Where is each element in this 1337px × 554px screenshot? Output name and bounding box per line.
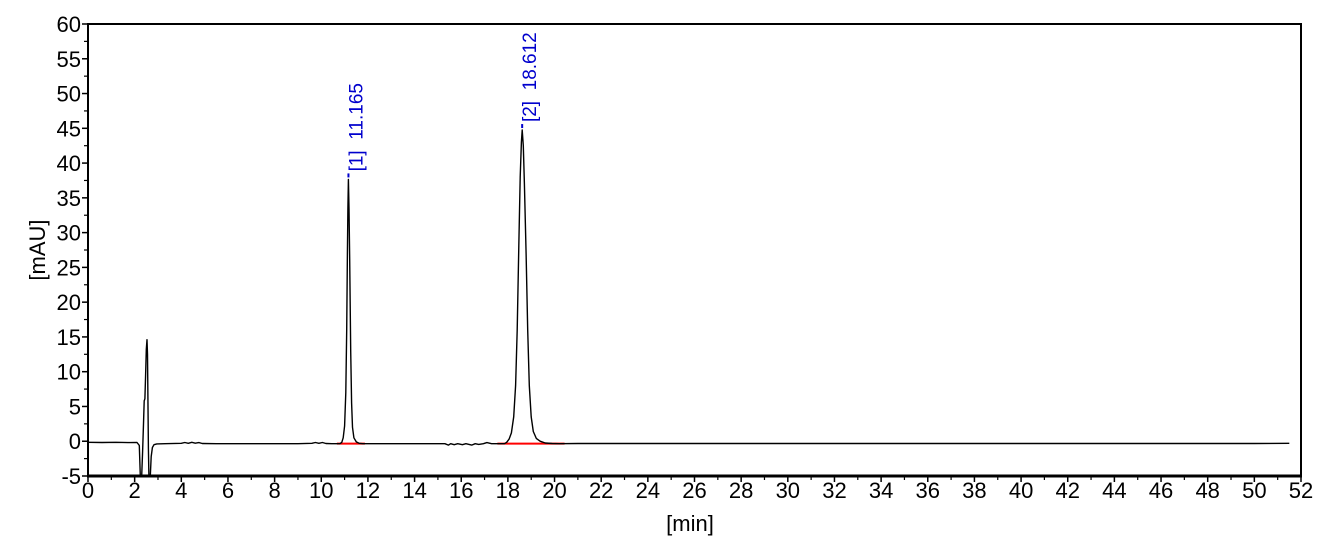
x-tick-label: 4 <box>175 478 187 503</box>
y-tick-label: 50 <box>57 82 81 107</box>
x-tick-label: 10 <box>309 478 333 503</box>
y-tick-label: 15 <box>57 325 81 350</box>
chart-layer: 0 2 4 6 8 10 12 14 16 18 20 22 24 26 28 30 32 34 36 38 40 42 4… <box>57 12 1314 503</box>
y-axis-title: [mAU] <box>25 219 50 280</box>
x-tick-label: 26 <box>682 478 706 503</box>
y-tick-label: 40 <box>57 151 81 176</box>
y-tick-label: -5 <box>61 464 81 489</box>
y-tick-label: 25 <box>57 255 81 280</box>
chromatogram-trace <box>87 129 1290 477</box>
y-tick-label: 45 <box>57 116 81 141</box>
x-tick-label: 14 <box>402 478 426 503</box>
peak-label-1: [1] 11.165 <box>346 83 367 171</box>
x-tick-label: 16 <box>449 478 473 503</box>
x-tick-label: 28 <box>729 478 753 503</box>
y-tick-label: 5 <box>69 394 81 419</box>
y-tick-label: 30 <box>57 221 81 246</box>
y-tick-label: 35 <box>57 186 81 211</box>
x-tick-label: 24 <box>636 478 660 503</box>
y-tick-label: 20 <box>57 290 81 315</box>
y-tick-label: 60 <box>57 12 81 37</box>
x-tick-label: 12 <box>356 478 380 503</box>
peak-label-2: [2] 18.612 <box>520 32 541 122</box>
x-tick-label: 40 <box>1009 478 1033 503</box>
x-tick-label: 6 <box>222 478 234 503</box>
x-tick-label: 34 <box>869 478 893 503</box>
plot-border <box>87 23 1302 477</box>
x-tick-label: 32 <box>822 478 846 503</box>
x-tick-label: 20 <box>542 478 566 503</box>
x-tick-label: 42 <box>1055 478 1079 503</box>
x-axis-title: [min] <box>666 511 714 536</box>
x-tick-label: 30 <box>776 478 800 503</box>
x-tick-label: 52 <box>1289 478 1313 503</box>
x-tick-label: 46 <box>1149 478 1173 503</box>
x-tick-label: 22 <box>589 478 613 503</box>
x-tick-label: 18 <box>496 478 520 503</box>
x-tick-label: 50 <box>1242 478 1266 503</box>
y-tick-label: 10 <box>57 360 81 385</box>
y-tick-label: 55 <box>57 47 81 72</box>
y-tick-label: 0 <box>69 429 81 454</box>
x-tick-label: 8 <box>268 478 280 503</box>
x-tick-label: 0 <box>82 478 94 503</box>
x-tick-label: 48 <box>1195 478 1219 503</box>
x-tick-label: 36 <box>916 478 940 503</box>
x-tick-label: 44 <box>1102 478 1126 503</box>
x-tick-label: 38 <box>962 478 986 503</box>
x-tick-label: 2 <box>129 478 141 503</box>
